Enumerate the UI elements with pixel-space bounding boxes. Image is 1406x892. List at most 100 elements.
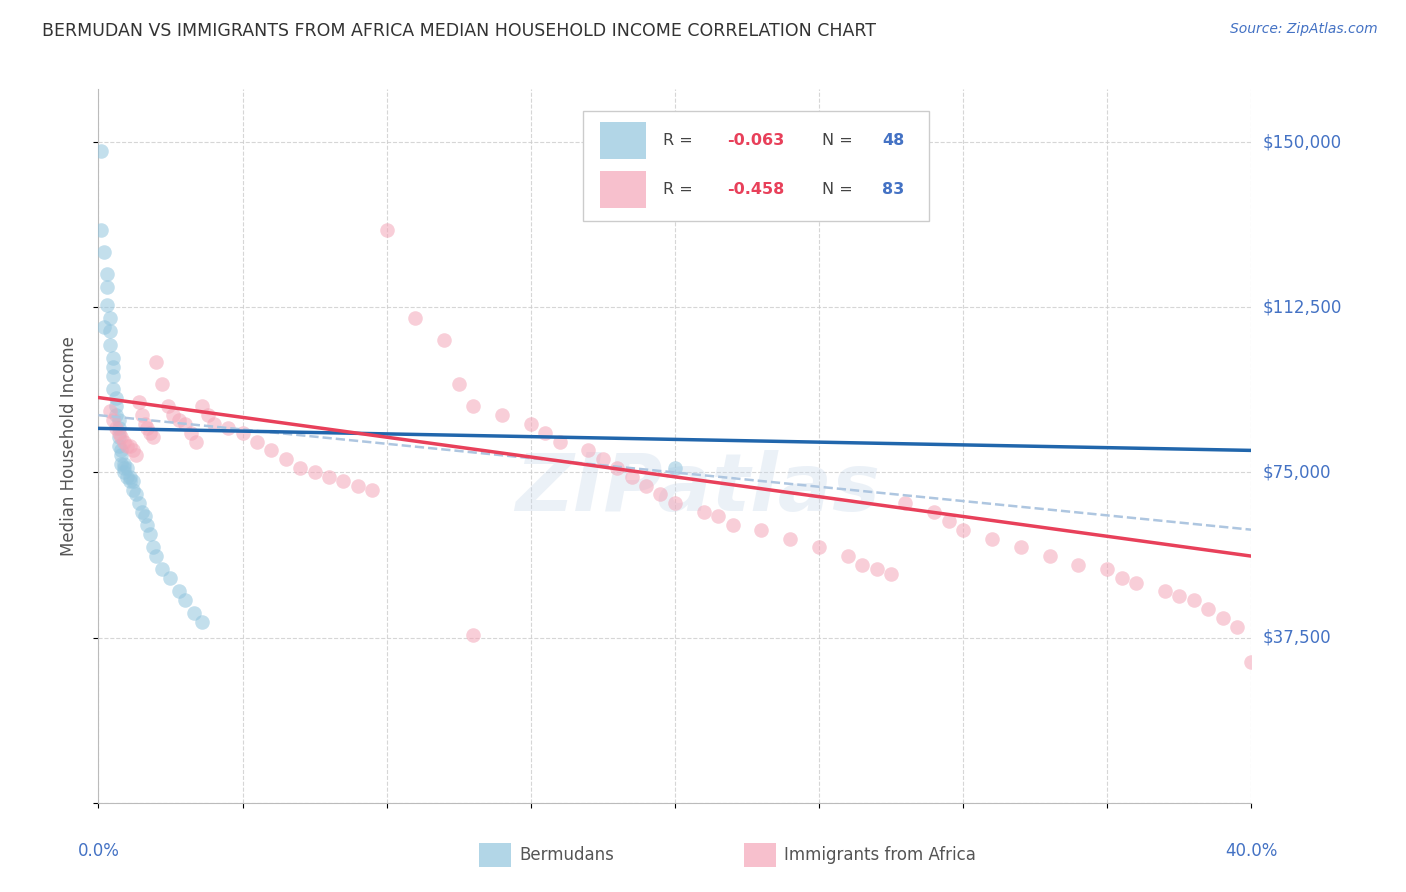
Point xyxy=(110,448,132,462)
Point xyxy=(866,562,889,576)
Point xyxy=(107,421,129,435)
Point xyxy=(650,487,672,501)
Point xyxy=(346,478,368,492)
Point xyxy=(96,267,118,281)
Point xyxy=(938,514,960,528)
Point xyxy=(128,496,150,510)
Point xyxy=(260,443,283,458)
Text: N =: N = xyxy=(823,133,858,148)
Text: 0.0%: 0.0% xyxy=(77,842,120,860)
Point xyxy=(375,223,398,237)
Point xyxy=(125,487,148,501)
Point xyxy=(174,417,197,431)
Point xyxy=(134,417,156,431)
FancyBboxPatch shape xyxy=(600,170,647,208)
Y-axis label: Median Household Income: Median Household Income xyxy=(59,336,77,556)
Point xyxy=(104,391,127,405)
Point xyxy=(101,351,124,365)
Point xyxy=(664,461,686,475)
Text: R =: R = xyxy=(664,182,699,196)
Point xyxy=(159,571,181,585)
Point xyxy=(578,443,600,458)
Point xyxy=(880,566,903,581)
Point xyxy=(120,475,142,489)
Point xyxy=(1097,562,1119,576)
Point xyxy=(162,408,184,422)
Point xyxy=(922,505,945,519)
Text: -0.063: -0.063 xyxy=(727,133,785,148)
Point xyxy=(93,320,115,334)
Point xyxy=(1226,619,1249,633)
Text: ZIPatlas: ZIPatlas xyxy=(516,450,880,528)
Point xyxy=(112,466,135,480)
Point xyxy=(101,368,124,383)
Point xyxy=(191,615,214,630)
Point xyxy=(142,541,165,555)
Point xyxy=(751,523,773,537)
Point xyxy=(231,425,254,440)
Point xyxy=(1038,549,1062,563)
Point xyxy=(98,403,121,417)
Text: $37,500: $37,500 xyxy=(1263,629,1331,647)
Point xyxy=(721,518,744,533)
Point xyxy=(246,434,269,449)
Point xyxy=(101,382,124,396)
Point xyxy=(145,549,167,563)
Point xyxy=(894,496,917,510)
FancyBboxPatch shape xyxy=(600,122,647,159)
Text: 83: 83 xyxy=(883,182,904,196)
Point xyxy=(131,408,153,422)
Point xyxy=(107,412,129,426)
Point xyxy=(117,461,138,475)
Point xyxy=(142,430,165,444)
Point xyxy=(120,439,142,453)
Point xyxy=(447,377,470,392)
Point xyxy=(90,223,112,237)
Text: Immigrants from Africa: Immigrants from Africa xyxy=(785,846,976,863)
Point xyxy=(110,430,132,444)
Point xyxy=(606,461,628,475)
Point xyxy=(461,400,484,414)
Point xyxy=(104,421,127,435)
Point xyxy=(1182,593,1205,607)
Point xyxy=(707,509,730,524)
Text: $112,500: $112,500 xyxy=(1263,298,1341,317)
Text: R =: R = xyxy=(664,133,699,148)
Point xyxy=(837,549,859,563)
Point xyxy=(186,434,208,449)
Point xyxy=(96,298,118,312)
Text: 48: 48 xyxy=(883,133,904,148)
Text: Source: ZipAtlas.com: Source: ZipAtlas.com xyxy=(1230,22,1378,37)
Point xyxy=(217,421,239,435)
Point xyxy=(96,280,118,294)
Point xyxy=(183,607,205,621)
Point xyxy=(290,461,312,475)
Text: -0.458: -0.458 xyxy=(727,182,785,196)
Point xyxy=(112,434,135,449)
Point xyxy=(851,558,873,572)
Point xyxy=(167,412,190,426)
Point xyxy=(136,518,159,533)
Point xyxy=(1212,611,1234,625)
Point xyxy=(145,355,167,369)
Point xyxy=(104,400,127,414)
Point xyxy=(693,505,716,519)
Point xyxy=(1125,575,1147,590)
Point xyxy=(180,425,202,440)
Point xyxy=(122,443,145,458)
Point xyxy=(150,562,173,576)
Point xyxy=(1197,602,1219,616)
Point xyxy=(318,470,340,484)
FancyBboxPatch shape xyxy=(744,844,776,867)
Point xyxy=(274,452,297,467)
Point xyxy=(952,523,974,537)
Point xyxy=(101,412,124,426)
FancyBboxPatch shape xyxy=(582,111,928,221)
Point xyxy=(131,505,153,519)
Point xyxy=(122,483,145,497)
Point xyxy=(807,541,830,555)
Point xyxy=(136,421,159,435)
Point xyxy=(120,470,142,484)
Text: Bermudans: Bermudans xyxy=(519,846,614,863)
Point xyxy=(156,400,179,414)
